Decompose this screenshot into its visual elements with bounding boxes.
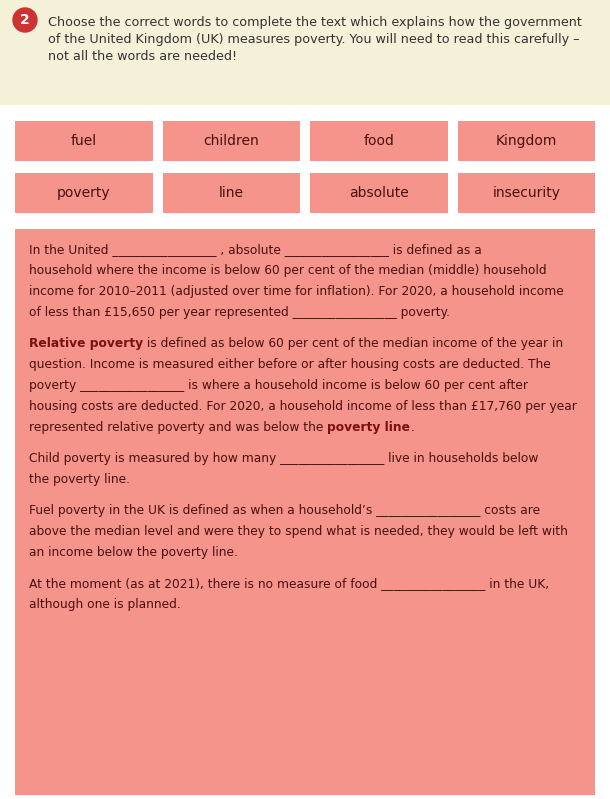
- Text: At the moment (as at 2021), there is no measure of food _________________ in the: At the moment (as at 2021), there is no …: [29, 577, 549, 590]
- FancyBboxPatch shape: [15, 121, 152, 161]
- Text: of the United Kingdom (UK) measures poverty. You will need to read this carefull: of the United Kingdom (UK) measures pove…: [48, 33, 580, 46]
- Text: Choose the correct words to complete the text which explains how the government: Choose the correct words to complete the…: [48, 16, 582, 29]
- Text: household where the income is below 60 per cent of the median (middle) household: household where the income is below 60 p…: [29, 264, 547, 277]
- Text: 2: 2: [20, 13, 30, 27]
- Text: income for 2010–2011 (adjusted over time for inflation). For 2020, a household i: income for 2010–2011 (adjusted over time…: [29, 285, 564, 298]
- Text: of less than £15,650 per year represented _________________ poverty.: of less than £15,650 per year represente…: [29, 306, 450, 319]
- Text: Relative poverty: Relative poverty: [29, 337, 143, 350]
- FancyBboxPatch shape: [458, 121, 595, 161]
- Text: poverty _________________ is where a household income is below 60 per cent after: poverty _________________ is where a hou…: [29, 379, 528, 392]
- Text: Kingdom: Kingdom: [495, 134, 557, 148]
- Text: housing costs are deducted. For 2020, a household income of less than £17,760 pe: housing costs are deducted. For 2020, a …: [29, 400, 577, 413]
- FancyBboxPatch shape: [15, 173, 152, 213]
- Text: above the median level and were they to spend what is needed, they would be left: above the median level and were they to …: [29, 525, 568, 538]
- Text: poverty: poverty: [57, 186, 110, 200]
- Text: food: food: [364, 134, 394, 148]
- FancyBboxPatch shape: [162, 121, 300, 161]
- Text: question. Income is measured either before or after housing costs are deducted. : question. Income is measured either befo…: [29, 358, 551, 371]
- FancyBboxPatch shape: [310, 173, 448, 213]
- FancyBboxPatch shape: [310, 121, 448, 161]
- Text: line: line: [219, 186, 244, 200]
- Text: fuel: fuel: [71, 134, 97, 148]
- Text: .: .: [411, 421, 414, 434]
- FancyBboxPatch shape: [0, 0, 610, 105]
- Text: In the United _________________ , absolute _________________ is defined as a: In the United _________________ , absolu…: [29, 243, 482, 256]
- Text: poverty line: poverty line: [327, 421, 411, 434]
- FancyBboxPatch shape: [15, 229, 595, 795]
- Text: absolute: absolute: [349, 186, 409, 200]
- Text: the poverty line.: the poverty line.: [29, 473, 130, 486]
- Text: an income below the poverty line.: an income below the poverty line.: [29, 546, 238, 559]
- FancyBboxPatch shape: [162, 173, 300, 213]
- Text: represented relative poverty and was below the: represented relative poverty and was bel…: [29, 421, 327, 434]
- FancyBboxPatch shape: [458, 173, 595, 213]
- Text: Child poverty is measured by how many _________________ live in households below: Child poverty is measured by how many __…: [29, 452, 539, 465]
- Text: children: children: [203, 134, 259, 148]
- Text: although one is planned.: although one is planned.: [29, 598, 181, 611]
- Text: is defined as below 60 per cent of the median income of the year in: is defined as below 60 per cent of the m…: [143, 337, 563, 350]
- Text: not all the words are needed!: not all the words are needed!: [48, 50, 237, 63]
- Circle shape: [13, 8, 37, 32]
- Text: insecurity: insecurity: [492, 186, 560, 200]
- Text: Fuel poverty in the UK is defined as when a household’s _________________ costs : Fuel poverty in the UK is defined as whe…: [29, 504, 540, 517]
